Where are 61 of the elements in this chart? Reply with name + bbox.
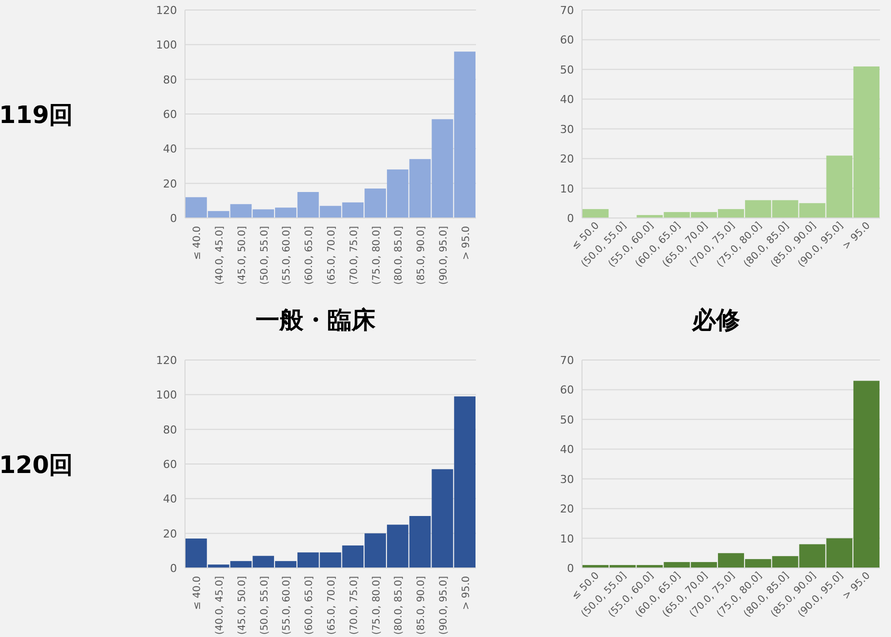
y-tick-label: 70 (560, 354, 574, 367)
y-tick-label: 40 (163, 492, 177, 506)
x-tick-label: (70.0, 75.0] (348, 576, 360, 635)
y-tick-label: 0 (170, 562, 177, 575)
y-tick-label: 80 (163, 423, 177, 436)
x-tick-label: > 95.0 (460, 226, 472, 260)
y-tick-label: 70 (560, 4, 574, 17)
y-axis-title: 119回 (0, 101, 74, 129)
x-tick-label: (55.0, 60.0] (282, 576, 293, 635)
y-tick-label: 20 (163, 177, 177, 190)
x-tick-label: (50.0, 55.0] (259, 226, 270, 285)
y-tick-label: 60 (163, 108, 177, 121)
x-tick-label: (40.0, 45.0] (214, 576, 226, 635)
x-tick-label: (50.0, 55.0] (259, 576, 270, 635)
y-tick-label: 10 (560, 182, 574, 196)
x-tick-label: (60.0, 65.0] (304, 576, 316, 635)
y-tick-label: 0 (567, 212, 574, 225)
y-tick-label: 60 (163, 458, 177, 471)
y-axis-title: 120回 (0, 451, 74, 479)
y-tick-label: 40 (560, 93, 574, 106)
x-tick-label: (80.0, 85.0] (394, 226, 405, 285)
y-tick-label: 20 (560, 152, 574, 166)
x-tick-label: > 95.0 (460, 576, 472, 610)
y-tick-label: 40 (163, 142, 177, 156)
x-tick-label: (65.0, 70.0] (326, 576, 338, 635)
y-tick-label: 40 (560, 443, 574, 456)
x-tick-label: (80.0, 85.0] (394, 576, 405, 635)
x-tick-label: (60.0, 65.0] (304, 226, 316, 285)
y-tick-label: 0 (170, 212, 177, 225)
y-tick-label: 30 (560, 472, 574, 486)
x-tick-label: (70.0, 75.0] (348, 226, 360, 285)
x-tick-label: (40.0, 45.0] (214, 226, 226, 285)
y-tick-label: 0 (567, 562, 574, 575)
y-tick-label: 120 (156, 4, 177, 17)
y-tick-label: 80 (163, 73, 177, 86)
y-tick-label: 100 (156, 38, 177, 52)
x-tick-label: (45.0, 50.0] (236, 576, 248, 635)
y-tick-label: 60 (560, 384, 574, 397)
x-tick-label: (75.0, 80.0] (371, 576, 382, 635)
x-tick-label: (85.0, 90.0] (416, 226, 428, 285)
bar (582, 209, 609, 218)
x-axis-title: 必修 (691, 306, 741, 334)
y-tick-label: 10 (560, 532, 574, 546)
y-tick-label: 20 (163, 527, 177, 540)
x-tick-label: (75.0, 80.0] (371, 226, 382, 285)
x-tick-label: (90.0, 95.0] (438, 576, 450, 635)
x-axis-title: 一般・臨床 (256, 306, 376, 334)
x-tick-label: (65.0, 70.0] (326, 226, 338, 285)
y-tick-label: 50 (560, 413, 574, 426)
y-tick-label: 120 (156, 354, 177, 367)
y-tick-label: 20 (560, 502, 574, 516)
x-tick-label: ≤ 40.0 (192, 226, 204, 260)
y-tick-label: 60 (560, 34, 574, 47)
x-tick-label: (45.0, 50.0] (236, 226, 248, 285)
x-tick-label: (90.0, 95.0] (438, 226, 450, 285)
x-tick-label: (55.0, 60.0] (282, 226, 293, 285)
x-tick-label: ≤ 40.0 (192, 576, 204, 610)
y-tick-label: 100 (156, 388, 177, 402)
y-tick-label: 50 (560, 63, 574, 76)
x-tick-label: (85.0, 90.0] (416, 576, 428, 635)
y-tick-label: 30 (560, 122, 574, 136)
